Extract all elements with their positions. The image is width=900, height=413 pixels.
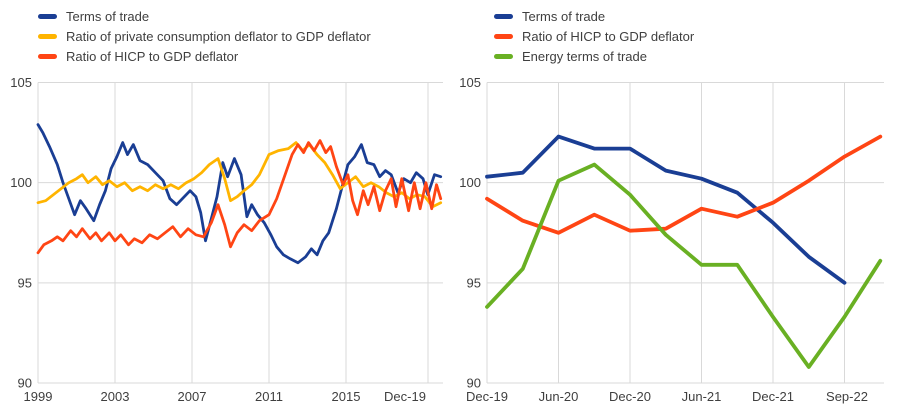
y-tick-label: 100 (10, 175, 32, 190)
series-line-ratio-of-hicp-to-gdp-deflator (485, 134, 883, 235)
terms-of-trade-swatch-icon (494, 14, 513, 19)
x-tick-label: Jun-20 (539, 389, 579, 404)
y-tick-label: 90 (467, 376, 481, 391)
x-tick-label: 2007 (178, 389, 207, 404)
x-tick-label: 2011 (255, 389, 283, 404)
terms-of-trade-swatch-icon (38, 14, 57, 19)
x-tick-label: Dec-21 (752, 389, 794, 404)
legend-item-terms-of-trade: Terms of trade (38, 10, 371, 23)
y-tick-label: 90 (18, 376, 32, 391)
chart-left: 90 95 100 105 1999 2003 2007 2011 2015 Dec-19 (10, 75, 443, 404)
y-tick-label: 105 (10, 75, 32, 90)
y-tick-label: 95 (467, 275, 481, 290)
series-line-ratio-of-hicp-to-gdp-deflator (36, 139, 443, 255)
hicp-gdp-deflator-swatch-icon (38, 54, 57, 59)
x-tick-label: 2015 (332, 389, 361, 404)
chart-right: 90 95 100 105 Dec-19 Jun-20 Dec-20 Jun-21 Dec-21… (459, 75, 884, 404)
legend-right: Terms of trade Ratio of HICP to GDP defl… (494, 10, 694, 63)
legend-item-energy-terms-of-trade: Energy terms of trade (494, 50, 694, 63)
x-tick-label: Dec-19 (384, 389, 426, 404)
legend-label: Ratio of HICP to GDP deflator (522, 29, 695, 44)
y-tick-label: 100 (459, 175, 481, 190)
series-line-energy-terms-of-trade (485, 162, 883, 369)
x-tick-label: Dec-20 (609, 389, 651, 404)
x-tick-label: 1999 (24, 389, 53, 404)
series-line-ratio-of-private-consumption-deflator-to-gdp-deflator (36, 141, 443, 209)
legend-item-hicp-gdp-deflator: Ratio of HICP to GDP deflator (494, 30, 694, 43)
legend-item-hicp-gdp-deflator: Ratio of HICP to GDP deflator (38, 50, 371, 63)
series-line-terms-of-trade (36, 123, 443, 265)
private-consumption-deflator-swatch-icon (38, 34, 57, 39)
legend-label: Ratio of private consumption deflator to… (66, 29, 371, 44)
legend-item-terms-of-trade: Terms of trade (494, 10, 694, 23)
y-tick-label: 105 (459, 75, 481, 90)
y-tick-label: 95 (18, 275, 32, 290)
x-tick-label: Dec-19 (466, 389, 508, 404)
legend-label: Terms of trade (66, 9, 150, 24)
series-line-terms-of-trade (485, 134, 847, 285)
legend-left: Terms of trade Ratio of private consumpt… (38, 10, 371, 63)
legend-label: Ratio of HICP to GDP deflator (66, 49, 239, 64)
x-tick-label: Sep-22 (826, 389, 868, 404)
energy-terms-of-trade-swatch-icon (494, 54, 513, 59)
legend-label: Energy terms of trade (522, 49, 647, 64)
x-tick-label: Jun-21 (682, 389, 722, 404)
legend-item-private-consumption-deflator: Ratio of private consumption deflator to… (38, 30, 371, 43)
hicp-gdp-deflator-swatch-icon (494, 34, 513, 39)
legend-label: Terms of trade (522, 9, 606, 24)
x-tick-label: 2003 (101, 389, 130, 404)
